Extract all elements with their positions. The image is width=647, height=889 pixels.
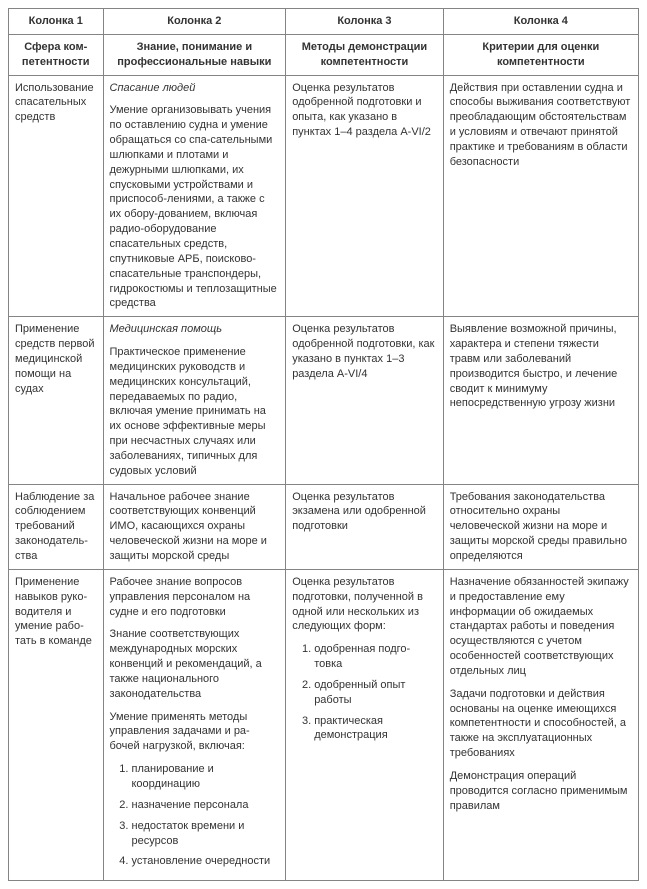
cell-paragraph: Оценка результатов подготовки, полученно… [292, 575, 437, 634]
header-row-top: Колонка 1 Колонка 2 Колонка 3 Колонка 4 [9, 9, 639, 35]
cell-methods: Оценка результатов подготовки, полученно… [286, 569, 444, 880]
col-header-2: Колонка 2 [103, 9, 286, 35]
cell-list: планирование и координацию назначение пе… [110, 762, 280, 869]
col-header-4: Колонка 4 [443, 9, 638, 35]
list-item: одобренная подго-товка [314, 642, 437, 672]
competency-table: Колонка 1 Колонка 2 Колонка 3 Колонка 4 … [8, 8, 639, 881]
table-row: Применение средств первой медицинской по… [9, 317, 639, 484]
cell-criteria: Действия при оставлении судна и способы … [443, 75, 638, 317]
list-item: практическая демонстрация [314, 714, 437, 744]
table-row: Использование спасательных средств Спаса… [9, 75, 639, 317]
cell-criteria: Требования законодательства относительно… [443, 484, 638, 569]
cell-methods: Оценка результатов одобренной подготовки… [286, 75, 444, 317]
col-header-3: Колонка 3 [286, 9, 444, 35]
cell-subtitle: Медицинская помощь [110, 322, 280, 337]
list-item: установление очередности [132, 854, 280, 869]
cell-subtitle: Спасание людей [110, 81, 280, 96]
list-item: планирование и координацию [132, 762, 280, 792]
cell-knowledge: Начальное рабочее знание соответствующих… [103, 484, 286, 569]
cell-paragraph: Рабочее знание вопросов управления персо… [110, 575, 280, 620]
cell-knowledge: Рабочее знание вопросов управления персо… [103, 569, 286, 880]
cell-body: Практическое применение медицинских руко… [110, 345, 280, 479]
cell-criteria: Выявление возможной причины, характера и… [443, 317, 638, 484]
sub-header-3: Методы демонстрации компетентности [286, 34, 444, 75]
cell-paragraph: Задачи подготовки и действия основаны на… [450, 687, 632, 761]
list-item: назначение персонала [132, 798, 280, 813]
table-row: Наблюдение за соблюдением требований зак… [9, 484, 639, 569]
cell-criteria: Назначение обязанностей экипажу и предос… [443, 569, 638, 880]
cell-paragraph: Умение применять методы управления задач… [110, 710, 280, 755]
cell-competence: Применение средств первой медицинской по… [9, 317, 104, 484]
sub-header-1: Сфера ком-петентности [9, 34, 104, 75]
cell-competence: Применение навыков руко-водителя и умени… [9, 569, 104, 880]
cell-knowledge: Медицинская помощь Практическое применен… [103, 317, 286, 484]
sub-header-4: Критерии для оценки компетентности [443, 34, 638, 75]
cell-methods: Оценка результатов экзамена или одобренн… [286, 484, 444, 569]
header-row-sub: Сфера ком-петентности Знание, понимание … [9, 34, 639, 75]
cell-body: Умение организовывать учения по оставлен… [110, 103, 280, 311]
col-header-1: Колонка 1 [9, 9, 104, 35]
cell-methods: Оценка результатов одобренной подготовки… [286, 317, 444, 484]
list-item: одобренный опыт работы [314, 678, 437, 708]
table-row: Применение навыков руко-водителя и умени… [9, 569, 639, 880]
list-item: недостаток времени и ресурсов [132, 819, 280, 849]
cell-competence: Наблюдение за соблюдением требований зак… [9, 484, 104, 569]
cell-paragraph: Назначение обязанностей экипажу и предос… [450, 575, 632, 679]
cell-knowledge: Спасание людей Умение организовывать уче… [103, 75, 286, 317]
cell-list: одобренная подго-товка одобренный опыт р… [292, 642, 437, 743]
sub-header-2: Знание, понимание и профессиональные нав… [103, 34, 286, 75]
cell-competence: Использование спасательных средств [9, 75, 104, 317]
cell-paragraph: Знание соответствующих международных мор… [110, 627, 280, 701]
cell-paragraph: Демонстрация операций проводится согласн… [450, 769, 632, 814]
